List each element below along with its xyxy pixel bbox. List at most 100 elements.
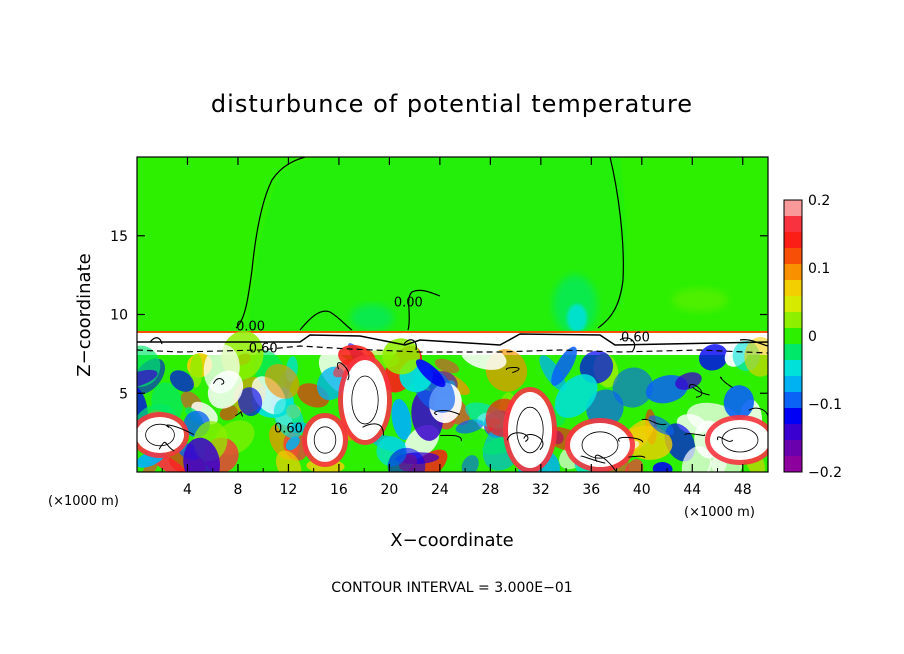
lower-contour <box>440 434 462 442</box>
contour-label: 0.00 <box>236 319 265 334</box>
x-tick-label: 36 <box>582 482 600 498</box>
turbulence-cell <box>190 353 203 388</box>
y-axis-label: Z−coordinate <box>74 253 95 376</box>
turbulence-cell <box>648 415 674 436</box>
upper-cool-spot <box>567 304 587 332</box>
upper-plume <box>248 157 627 333</box>
colorbar-swatch <box>784 216 802 233</box>
x-unit-label-right: (×1000 m) <box>684 505 755 520</box>
interface-line <box>137 331 768 333</box>
core-contour <box>721 427 759 453</box>
turbulence-cell <box>238 387 263 417</box>
core-contour <box>581 431 619 459</box>
lower-contour <box>213 378 225 385</box>
colorbar: 0.2 0.1 0 −0.1 −0.2 <box>783 193 842 481</box>
chart-title: disturbunce of potential temperature <box>211 90 693 118</box>
turbulence-cell <box>624 459 644 472</box>
core-contour <box>516 406 544 454</box>
y-tick-label: 15 <box>110 229 128 245</box>
turbulence-cell <box>219 405 238 421</box>
turbulence-cell <box>434 358 460 374</box>
turbulence-cell <box>612 367 654 408</box>
lower-contour <box>641 418 667 426</box>
turbulence-cell <box>554 374 598 418</box>
colorbar-tick-label: 0 <box>808 329 817 345</box>
contour-label: 0.60 <box>621 330 650 345</box>
lower-contour <box>158 441 175 452</box>
warm-core <box>307 418 343 462</box>
contour-label: 0.60 <box>274 422 303 437</box>
x-tick-label: 40 <box>633 482 651 498</box>
turbulence-cell <box>723 385 755 420</box>
lower-contour <box>434 410 460 416</box>
turbulence-cell <box>652 462 673 472</box>
x-tick-label: 20 <box>380 482 398 498</box>
lower-contour <box>594 454 617 472</box>
colorbar-swatch <box>784 376 802 393</box>
contour-labels: 0.00 0.00 0.60 0.60 0.60 <box>236 296 650 437</box>
turbulence-cell <box>207 370 244 409</box>
x-tick-label: 16 <box>330 482 348 498</box>
colorbar-swatch <box>784 248 802 265</box>
x-tick-label: 44 <box>683 482 701 498</box>
x-axis: 4 8 12 16 20 24 28 32 36 40 44 48 <box>161 157 752 498</box>
turbulence-cell <box>551 346 577 386</box>
x-tick-label: 32 <box>532 482 550 498</box>
colorbar-swatch <box>784 456 802 473</box>
x-axis-label: X−coordinate <box>390 530 513 551</box>
turbulence-cell <box>387 447 426 472</box>
contour-interval: CONTOUR INTERVAL = 3.000E−01 <box>331 580 572 596</box>
lower-contour <box>628 455 646 459</box>
turbulence-cell <box>461 344 507 370</box>
colorbar-swatch <box>784 200 802 217</box>
colorbar-swatch <box>784 360 802 377</box>
lower-contour <box>336 362 350 381</box>
contour-label: 0.00 <box>394 296 423 311</box>
turbulence-cell <box>382 338 420 375</box>
lower-contour <box>523 434 544 451</box>
lower-contour <box>235 411 244 417</box>
colorbar-frame <box>783 199 803 473</box>
warm-core <box>343 360 387 440</box>
turbulence-cell <box>744 336 768 377</box>
contour-label: 0.60 <box>249 341 278 356</box>
interface-band <box>137 333 768 355</box>
colorbar-swatch <box>784 328 802 345</box>
turbulence-cell <box>415 359 446 388</box>
turbulence-cell <box>137 369 158 388</box>
colorbar-tick-label: 0.2 <box>808 193 830 209</box>
lower-contour <box>717 436 734 442</box>
turbulence-cell <box>455 419 484 434</box>
upper-warm-spot <box>672 288 728 312</box>
contour-lines <box>137 157 768 354</box>
colorbar-swatch <box>784 264 802 281</box>
colorbar-swatch <box>784 408 802 425</box>
plot-area <box>137 157 768 472</box>
colorbar-swatch <box>784 440 802 457</box>
x-tick-label: 48 <box>734 482 752 498</box>
lower-contour <box>166 424 195 436</box>
lower-contour <box>684 433 706 436</box>
colorbar-swatch <box>784 280 802 297</box>
colorbar-swatch <box>784 232 802 249</box>
turbulence-cell <box>264 364 300 399</box>
colorbar-swatch <box>784 312 802 329</box>
colorbar-swatch <box>784 392 802 409</box>
core-contour <box>351 375 379 425</box>
lower-contour <box>506 367 520 374</box>
lower-contour <box>580 455 606 464</box>
turbulence-cell <box>183 437 220 472</box>
colorbar-swatch <box>784 296 802 313</box>
core-contour <box>313 426 337 454</box>
x-tick-label: 8 <box>233 482 242 498</box>
lower-layer <box>137 330 768 472</box>
turbulence-cell <box>461 455 479 472</box>
x-tick-label: 24 <box>431 482 449 498</box>
upper-cool-spot <box>350 304 394 332</box>
lower-contour <box>506 432 529 442</box>
colorbar-tick-label: −0.1 <box>808 397 842 413</box>
colorbar-swatch <box>784 424 802 441</box>
lower-contour <box>719 376 733 388</box>
turbulence-cell <box>285 436 300 451</box>
